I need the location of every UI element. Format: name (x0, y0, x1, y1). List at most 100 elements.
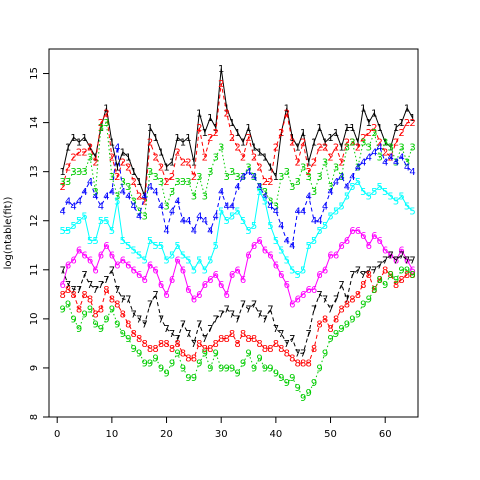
data-point-label: 5 (245, 226, 251, 237)
data-point-label: 6 (152, 265, 158, 276)
data-point-label: 6 (87, 256, 93, 267)
data-point-label: 3 (196, 172, 202, 183)
data-point-label: 6 (76, 246, 82, 257)
data-point-label: 7 (81, 270, 87, 281)
data-point-label: 9 (152, 354, 158, 365)
data-point-label: 5 (366, 192, 372, 203)
data-point-label: 1 (262, 152, 268, 163)
data-point-label: 4 (81, 187, 87, 198)
data-point-label: 7 (366, 265, 372, 276)
data-point-label: 4 (224, 202, 230, 213)
data-point-label: 3 (398, 143, 404, 154)
data-point-label: 1 (163, 162, 169, 173)
data-point-label: 2 (377, 138, 383, 149)
data-point-label: 7 (158, 314, 164, 325)
data-point-label: 9 (262, 363, 268, 374)
data-point-label: 2 (202, 152, 208, 163)
x-axis: 0 10 20 30 40 50 60 (54, 417, 392, 440)
data-point-label: 5 (207, 256, 213, 267)
data-point-label: 4 (267, 202, 273, 213)
data-point-label: 6 (251, 241, 257, 252)
data-point-label: 7 (70, 285, 76, 296)
data-point-label: 4 (180, 216, 186, 227)
data-point-label: 9 (234, 368, 240, 379)
data-point-label: 5 (202, 265, 208, 276)
data-point-label: 8 (152, 344, 158, 355)
data-point-label: 9 (382, 280, 388, 291)
data-point-label: 1 (393, 123, 399, 134)
data-point-label: 2 (398, 128, 404, 139)
data-point-label: 8 (180, 349, 186, 360)
data-point-label: 1 (158, 148, 164, 159)
data-point-label: 5 (142, 256, 148, 267)
data-point-label: 6 (196, 290, 202, 301)
data-point-label: 7 (295, 349, 301, 360)
data-point-label: 3 (114, 192, 120, 203)
data-point-label: 1 (284, 103, 290, 114)
data-point-label: 9 (98, 324, 104, 335)
data-point-label: 1 (256, 148, 262, 159)
data-point-label: 2 (142, 197, 148, 208)
data-point-label: 9 (136, 349, 142, 360)
data-point-label: 5 (360, 187, 366, 198)
data-point-label: 6 (273, 260, 279, 271)
data-point-label: 1 (371, 108, 377, 119)
data-point-label: 3 (409, 143, 415, 154)
data-point-label: 9 (191, 373, 197, 384)
data-point-label: 5 (163, 256, 169, 267)
data-point-label: 1 (327, 133, 333, 144)
data-point-label: 2 (158, 162, 164, 173)
data-point-label: 7 (191, 339, 197, 350)
data-point-label: 1 (147, 123, 153, 134)
data-point-label: 4 (289, 241, 295, 252)
data-point-label: 3 (327, 182, 333, 193)
data-point-label: 7 (114, 285, 120, 296)
data-point-label: 5 (349, 182, 355, 193)
data-point-label: 1 (382, 138, 388, 149)
data-point-label: 6 (207, 275, 213, 286)
data-point-label: 3 (76, 167, 82, 178)
data-point-label: 8 (398, 275, 404, 286)
data-point-label: 9 (311, 378, 317, 389)
data-point-label: 9 (295, 383, 301, 394)
data-point-label: 8 (355, 290, 361, 301)
data-point-label: 9 (114, 319, 120, 330)
data-point-label: 4 (393, 157, 399, 168)
data-point-label: 6 (240, 275, 246, 286)
data-point-label: 1 (152, 133, 158, 144)
data-point-label: 6 (147, 260, 153, 271)
data-point-label: 9 (169, 359, 175, 370)
data-point-label: 2 (289, 138, 295, 149)
data-point-label: 6 (300, 290, 306, 301)
data-point-label: 9 (213, 349, 219, 360)
data-point-label: 7 (207, 324, 213, 335)
data-point-label: 9 (338, 324, 344, 335)
data-point-label: 1 (224, 103, 230, 114)
data-point-label: 4 (338, 172, 344, 183)
series-line (62, 146, 413, 247)
data-point-label: 6 (191, 295, 197, 306)
data-point-label: 6 (103, 241, 109, 252)
data-point-label: 6 (267, 251, 273, 262)
data-point-label: 6 (120, 256, 126, 267)
data-point-label: 6 (327, 251, 333, 262)
data-point-label: 6 (295, 295, 301, 306)
data-point-label: 3 (267, 197, 273, 208)
data-point-label: 2 (125, 162, 131, 173)
y-tick-label: 11 (29, 263, 40, 276)
data-point-label: 2 (311, 157, 317, 168)
data-point-label: 6 (284, 280, 290, 291)
data-point-label: 8 (163, 339, 169, 350)
data-point-label: 7 (311, 305, 317, 316)
data-point-label: 6 (333, 251, 339, 262)
data-point-label: 1 (398, 118, 404, 129)
data-point-label: 4 (240, 172, 246, 183)
y-tick-label: 8 (29, 414, 40, 420)
data-point-label: 7 (136, 314, 142, 325)
data-point-label: 9 (289, 373, 295, 384)
data-point-label: 6 (409, 265, 415, 276)
data-point-label: 5 (120, 236, 126, 247)
data-point-label: 4 (174, 197, 180, 208)
data-point-label: 2 (344, 138, 350, 149)
